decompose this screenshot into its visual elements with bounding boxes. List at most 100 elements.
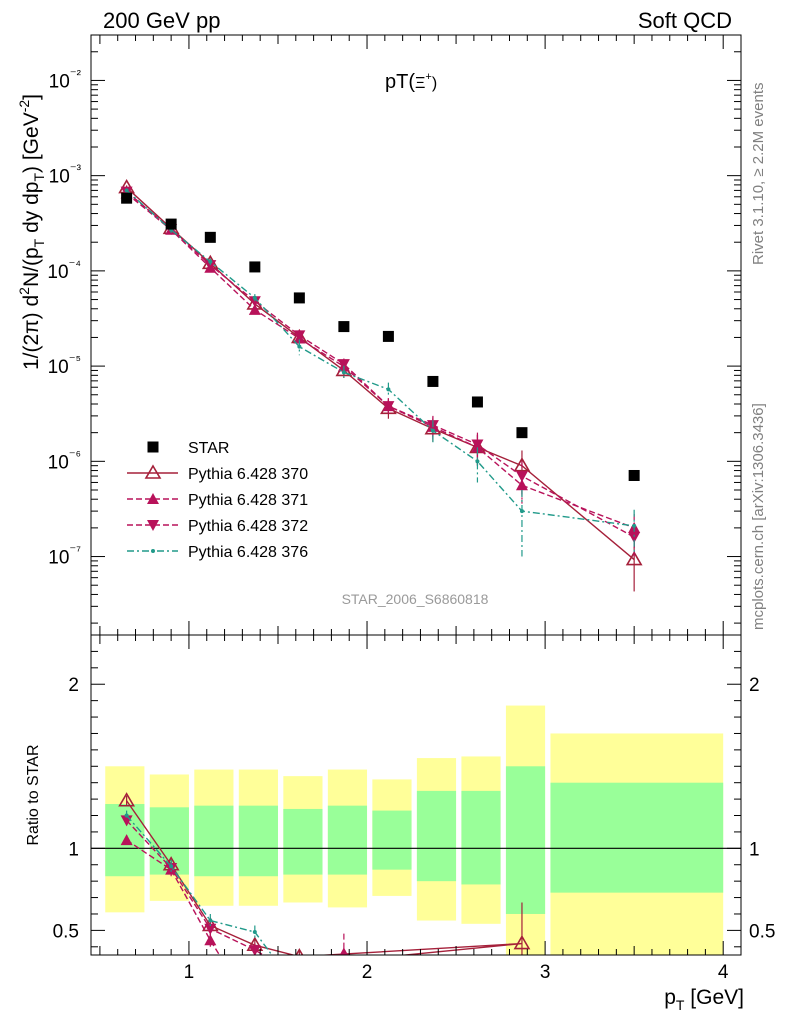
ratio-series-line: [126, 839, 221, 955]
uncertainty-band-inner: [461, 790, 501, 885]
ratio-y-axis-label: Ratio to STAR: [25, 744, 42, 845]
data-point: [204, 260, 217, 272]
ratio-y-tick-label: 1: [68, 839, 79, 860]
uncertainty-band-inner: [372, 810, 412, 870]
star-data-point: [165, 218, 177, 230]
data-point: [337, 359, 350, 371]
legend-marker: [151, 549, 155, 553]
star-data-point: [516, 427, 528, 439]
ratio-y-tick-label: 0.5: [53, 921, 79, 942]
x-tick-label: 2: [362, 962, 373, 983]
main-series-layer: [118, 178, 643, 592]
ratio-data-point: [204, 934, 217, 946]
ratio-data-point: [169, 864, 174, 869]
ratio-data-point: [248, 945, 261, 955]
data-point: [475, 459, 480, 464]
x-tick-label: 1: [184, 962, 195, 983]
legend-label: Pythia 6.428 376: [188, 544, 308, 561]
ratio-data-point: [252, 930, 257, 935]
ratio-y-tick-label-right: 0.5: [749, 921, 775, 942]
main-axes: 10⁻⁷ 10⁻⁶ 10⁻⁵ 10⁻⁴ 10⁻³ 10⁻²: [47, 34, 742, 636]
data-point: [515, 471, 528, 483]
uncertainty-band-inner: [327, 805, 368, 875]
ratio-data-point: [124, 813, 129, 818]
star-data-point: [427, 375, 439, 387]
data-point: [248, 296, 261, 308]
uncertainty-band-inner: [550, 782, 724, 893]
data-point: [124, 188, 129, 193]
legend: STAR Pythia 6.428 370 Pythia 6.428 371 Pyth…: [127, 440, 308, 561]
x-axis-label: pT [GeV]: [664, 986, 744, 1013]
ratio-bands: [91, 705, 741, 955]
ratio-data-point: [118, 792, 136, 807]
ratio-y-tick-label-right: 1: [749, 839, 760, 860]
data-point: [632, 523, 637, 528]
ratio-y-tick-label: 2: [68, 675, 79, 696]
data-point: [519, 509, 524, 514]
mcplots-label: mcplots.cern.ch [arXiv:1306.3436]: [750, 403, 767, 630]
legend-marker: [144, 464, 162, 479]
star-data-point: [121, 192, 133, 204]
ratio-data-point: [339, 947, 349, 955]
series-line: [126, 192, 635, 529]
ratio-data-point: [204, 923, 217, 935]
ratio-series-line: [126, 815, 273, 955]
data-point: [297, 344, 302, 349]
series-line: [126, 191, 635, 538]
legend-label: Pythia 6.428 372: [188, 518, 308, 535]
data-point: [628, 532, 641, 544]
y-tick-label: 10⁻⁵: [48, 352, 81, 378]
data-point: [248, 303, 261, 315]
data-point: [341, 370, 346, 375]
ratio-y-tick-label-right: 2: [749, 675, 760, 696]
y-tick-label: 10⁻⁶: [48, 447, 81, 473]
header-right: Soft QCD: [638, 8, 732, 33]
uncertainty-band-inner: [194, 805, 234, 877]
star-data-point: [471, 396, 483, 408]
legend-marker: [147, 520, 159, 531]
star-data-point: [293, 292, 305, 304]
main-y-axis-label: 1/(2π) d2N/(pT dy dpT) [GeV-2]: [16, 94, 47, 370]
star-data-point: [338, 321, 350, 333]
analysis-id: STAR_2006_S6860818: [342, 591, 489, 607]
data-point: [625, 550, 643, 566]
y-tick-label: 10⁻⁷: [48, 543, 81, 569]
data-point: [208, 259, 213, 264]
header-left: 200 GeV pp: [103, 8, 220, 33]
rivet-label: Rivet 3.1.10, ≥ 2.2M events: [750, 83, 767, 266]
y-tick-label: 10⁻²: [49, 66, 82, 92]
ratio-data-point: [120, 834, 133, 846]
y-tick-label: 10⁻⁴: [47, 257, 81, 283]
uncertainty-band-inner: [416, 790, 457, 882]
ratio-series-layer: [118, 792, 531, 955]
data-point: [430, 428, 435, 433]
ratio-frame: [90, 634, 742, 956]
ratio-axes: 0.5 0.5 1 1 2 2 1 2 3 4: [53, 634, 775, 983]
legend-label: Pythia 6.428 370: [188, 466, 308, 483]
uncertainty-band-inner: [283, 808, 323, 875]
data-point: [382, 401, 395, 413]
main-title: pT(Ξ+): [385, 71, 437, 93]
uncertainty-band-inner: [238, 805, 278, 877]
ratio-data-point: [208, 918, 213, 923]
data-point: [293, 330, 306, 342]
x-tick-label: 3: [540, 962, 551, 983]
star-data-point: [204, 231, 216, 243]
series-line: [126, 189, 635, 527]
legend-marker: [147, 493, 159, 504]
data-point: [471, 439, 484, 451]
data-point: [252, 295, 257, 300]
data-point: [386, 387, 391, 392]
x-tick-label: 4: [718, 962, 729, 983]
star-data-point: [382, 330, 394, 342]
legend-label: Pythia 6.428 371: [188, 492, 308, 509]
ratio-data-point: [165, 863, 178, 875]
legend-label: STAR: [188, 440, 229, 457]
ratio-data-point: [513, 934, 531, 950]
uncertainty-band-inner: [505, 766, 546, 914]
y-tick-label: 10⁻³: [49, 162, 82, 188]
legend-marker: [147, 441, 159, 453]
star-data-point: [249, 261, 261, 273]
star-data-point: [628, 469, 640, 481]
